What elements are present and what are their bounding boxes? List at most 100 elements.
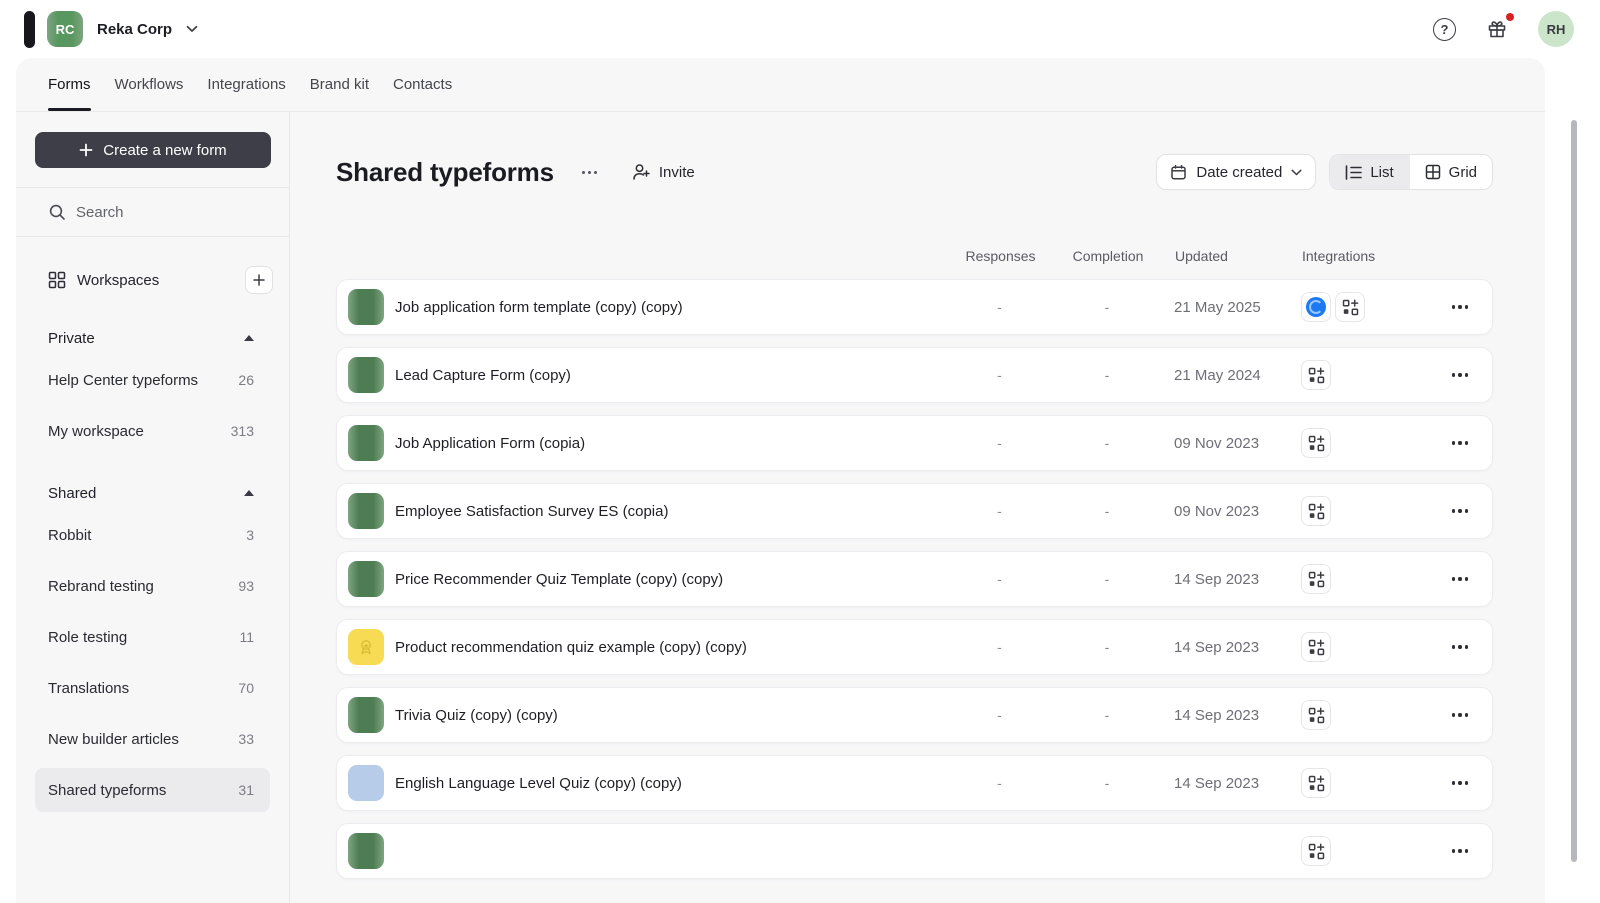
form-row[interactable]: Job application form template (copy) (co… xyxy=(336,279,1493,335)
tab-contacts[interactable]: Contacts xyxy=(393,76,453,93)
form-name: Product recommendation quiz example (cop… xyxy=(395,638,747,656)
view-grid-button[interactable]: Grid xyxy=(1408,155,1492,189)
workspace-label: Help Center typeforms xyxy=(48,371,199,389)
completion-value: - xyxy=(1104,435,1110,451)
workspace-options-button[interactable] xyxy=(576,165,603,180)
form-row[interactable]: Job Application Form (copia) - - 09 Nov 202… xyxy=(336,415,1493,471)
sidebar-item-translations[interactable]: Translations 70 xyxy=(35,666,270,710)
help-icon[interactable]: ? xyxy=(1433,17,1456,41)
workspaces-icon xyxy=(48,271,66,289)
form-row[interactable]: Price Recommender Quiz Template (copy) (… xyxy=(336,551,1493,607)
workspace-panel: Forms Workflows Integrations Brand kit Conta… xyxy=(16,58,1545,903)
sidebar-item-new-builder-articles[interactable]: New builder articles 33 xyxy=(35,717,270,761)
row-options-button[interactable] xyxy=(1448,305,1472,309)
ellipsis-icon xyxy=(1451,509,1469,513)
sidebar-item-help-center-typeforms[interactable]: Help Center typeforms 26 xyxy=(35,358,270,402)
row-options-button[interactable] xyxy=(1448,781,1472,785)
workspace-count: 26 xyxy=(238,372,254,388)
add-integration-icon[interactable] xyxy=(1301,768,1331,798)
row-options-button[interactable] xyxy=(1448,577,1472,581)
workspace-label: Robbit xyxy=(48,526,92,544)
workspace-count: 33 xyxy=(238,731,254,747)
sidebar-item-shared-typeforms[interactable]: Shared typeforms 31 xyxy=(35,768,270,812)
primary-tabs: Forms Workflows Integrations Brand kit Conta… xyxy=(16,58,1545,112)
user-avatar[interactable]: RH xyxy=(1538,11,1574,47)
add-integration-icon[interactable] xyxy=(1301,496,1331,526)
form-row[interactable]: Lead Capture Form (copy) - - 21 May 2024 xyxy=(336,347,1493,403)
form-row[interactable]: English Language Level Quiz (copy) (copy… xyxy=(336,755,1493,811)
row-options-button[interactable] xyxy=(1448,849,1472,853)
section-header-private[interactable]: Private xyxy=(35,324,270,352)
ellipsis-icon xyxy=(1451,713,1469,717)
row-options-button[interactable] xyxy=(1448,373,1472,377)
form-thumbnail xyxy=(348,357,384,393)
workspace-count: 70 xyxy=(238,680,254,696)
form-thumbnail xyxy=(348,425,384,461)
integrations-cell xyxy=(1290,428,1448,458)
form-row[interactable] xyxy=(336,823,1493,879)
page-title: Shared typeforms xyxy=(336,156,554,187)
add-workspace-button[interactable] xyxy=(245,266,273,294)
search-button[interactable]: Search xyxy=(16,187,289,237)
section-header-shared[interactable]: Shared xyxy=(35,479,270,507)
search-label: Search xyxy=(76,203,124,221)
updated-value: 14 Sep 2023 xyxy=(1174,774,1260,792)
form-name: Job application form template (copy) (co… xyxy=(395,298,683,316)
sort-label: Date created xyxy=(1196,163,1283,181)
form-row[interactable]: Employee Satisfaction Survey ES (copia) -… xyxy=(336,483,1493,539)
workspace-label: Rebrand testing xyxy=(48,577,154,595)
completion-value: - xyxy=(1104,775,1110,791)
notification-dot xyxy=(1506,13,1514,21)
forms-list: Job application form template (copy) (co… xyxy=(336,279,1493,891)
form-name: English Language Level Quiz (copy) (copy… xyxy=(395,774,682,792)
add-integration-icon[interactable] xyxy=(1335,292,1365,322)
tab-forms[interactable]: Forms xyxy=(36,58,103,111)
workspace-count: 11 xyxy=(239,629,254,645)
workspaces-row: Workspaces xyxy=(35,262,273,298)
org-avatar[interactable]: RC xyxy=(47,11,83,47)
completion-value: - xyxy=(1104,299,1110,315)
view-list-button[interactable]: List xyxy=(1330,155,1409,189)
invite-button[interactable]: Invite xyxy=(631,162,695,182)
responses-value: - xyxy=(997,367,1002,383)
form-row[interactable]: Trivia Quiz (copy) (copy) - - 14 Sep 2023 xyxy=(336,687,1493,743)
invite-person-icon xyxy=(631,162,651,182)
integration-circle-icon[interactable] xyxy=(1301,292,1331,322)
add-integration-icon[interactable] xyxy=(1301,700,1331,730)
sidebar-item-rebrand-testing[interactable]: Rebrand testing 93 xyxy=(35,564,270,608)
add-integration-icon[interactable] xyxy=(1301,836,1331,866)
tab-integrations[interactable]: Integrations xyxy=(207,76,286,93)
add-integration-icon[interactable] xyxy=(1301,360,1331,390)
workspace-count: 93 xyxy=(238,578,254,594)
app-logo[interactable] xyxy=(24,10,35,48)
row-options-button[interactable] xyxy=(1448,441,1472,445)
column-responses: Responses xyxy=(965,248,1036,264)
updated-value: 21 May 2024 xyxy=(1174,366,1261,384)
row-options-button[interactable] xyxy=(1448,509,1472,513)
form-name: Employee Satisfaction Survey ES (copia) xyxy=(395,502,669,520)
form-row[interactable]: Product recommendation quiz example (cop… xyxy=(336,619,1493,675)
form-name: Job Application Form (copia) xyxy=(395,434,586,452)
form-thumbnail xyxy=(348,629,384,665)
page-scrollbar[interactable] xyxy=(1571,120,1577,862)
whats-new-button[interactable] xyxy=(1486,13,1514,40)
add-integration-icon[interactable] xyxy=(1301,564,1331,594)
row-options-button[interactable] xyxy=(1448,713,1472,717)
form-thumbnail xyxy=(348,289,384,325)
add-integration-icon[interactable] xyxy=(1301,632,1331,662)
add-integration-icon[interactable] xyxy=(1301,428,1331,458)
create-form-button[interactable]: Create a new form xyxy=(35,132,271,168)
form-name: Price Recommender Quiz Template (copy) (… xyxy=(395,570,724,588)
sidebar-item-robbit[interactable]: Robbit 3 xyxy=(35,513,270,557)
sort-dropdown[interactable]: Date created xyxy=(1156,154,1317,190)
row-options-button[interactable] xyxy=(1448,645,1472,649)
tab-brand-kit[interactable]: Brand kit xyxy=(309,76,369,93)
sidebar-item-my-workspace[interactable]: My workspace 313 xyxy=(35,409,270,453)
chevron-down-icon[interactable] xyxy=(186,25,198,33)
org-name[interactable]: Reka Corp xyxy=(97,20,173,38)
sidebar-item-role-testing[interactable]: Role testing 11 xyxy=(35,615,270,659)
chevron-down-icon xyxy=(1291,169,1302,175)
tab-workflows[interactable]: Workflows xyxy=(114,76,184,93)
gift-icon xyxy=(1486,18,1508,40)
sidebar: Create a new form Search Workspaces xyxy=(16,112,290,903)
